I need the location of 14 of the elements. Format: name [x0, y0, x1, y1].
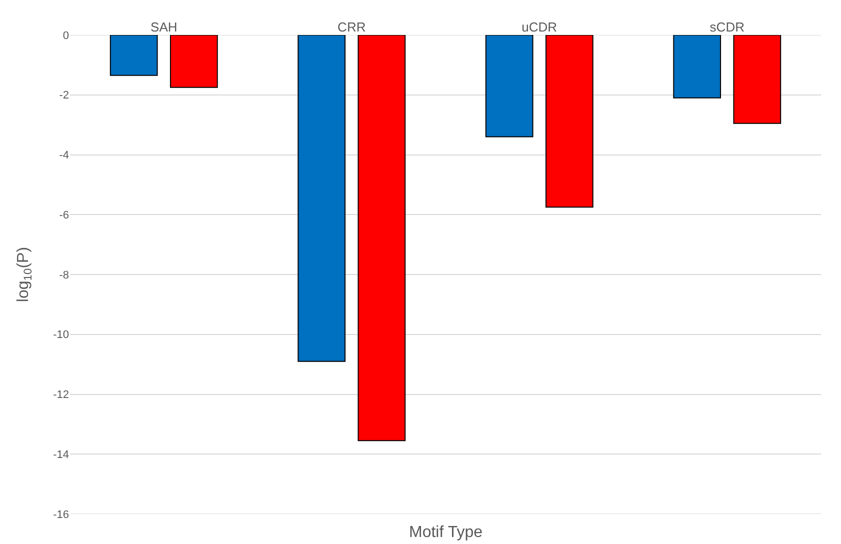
x-tick-label: sCDR: [710, 19, 744, 34]
y-tick-label: -14: [53, 448, 69, 461]
x-tick-label: CRR: [338, 19, 366, 34]
y-tick-label: -10: [53, 329, 69, 342]
y-tick-label: -8: [59, 269, 69, 282]
y-tick-label: -16: [53, 508, 69, 521]
y-tick-label: 0: [62, 30, 69, 42]
y-tick-label: -4: [59, 150, 69, 162]
y-tick-label: -12: [53, 389, 69, 402]
x-tick-label: uCDR: [522, 19, 558, 34]
y-tick-label: -6: [59, 209, 69, 222]
x-tick-label: SAH: [150, 19, 178, 34]
x-axis-title: Motif Type: [409, 524, 483, 541]
y-tick-label: -2: [59, 90, 69, 102]
